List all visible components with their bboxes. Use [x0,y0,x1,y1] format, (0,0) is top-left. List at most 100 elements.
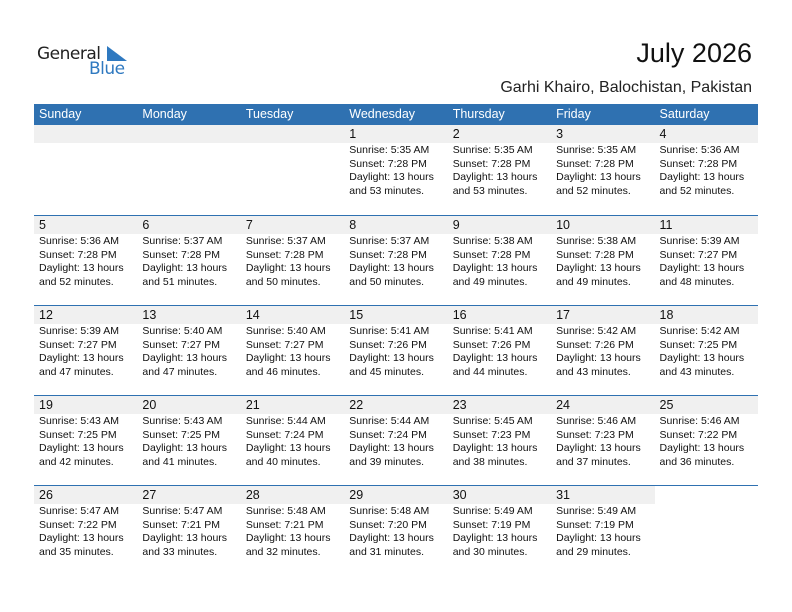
logo-triangle-icon [107,46,127,61]
minutes-text: and 50 minutes. [349,275,424,288]
day-info: Sunrise: 5:49 AM Sunset: 7:19 PM Daylight:… [448,505,551,559]
day-cell: 27 Sunrise: 5:47 AM Sunset: 7:21 PM Dayligh… [137,486,241,575]
sunset-text: Sunset: 7:21 PM [142,518,221,531]
sunset-text: Sunset: 7:28 PM [39,248,117,261]
minutes-text: and 53 minutes. [452,184,528,197]
day-number: 23 [447,396,552,414]
minutes-text: and 52 minutes. [556,184,631,197]
page-title: July 2026 [636,38,752,68]
daylight-text: Daylight: 13 hours [245,352,331,364]
sunrise-text: Sunrise: 5:38 AM [556,235,637,247]
day-cell: 15 Sunrise: 5:41 AM Sunset: 7:26 PM Dayligh… [344,306,448,395]
minutes-text: and 29 minutes. [556,545,631,558]
sunset-text: Sunset: 7:21 PM [245,518,324,531]
day-info: Sunrise: 5:35 AM Sunset: 7:28 PM Daylight:… [448,144,551,198]
minutes-text: and 46 minutes. [245,365,321,378]
sunset-text: Sunset: 7:26 PM [556,338,634,351]
sunrise-text: Sunrise: 5:36 AM [39,235,119,247]
daylight-text: Daylight: 13 hours [452,442,538,454]
day-cell [240,125,345,215]
day-cell: 22 Sunrise: 5:44 AM Sunset: 7:24 PM Dayligh… [344,396,448,485]
minutes-text: and 52 minutes. [659,184,735,197]
sunset-text: Sunset: 7:23 PM [556,428,634,441]
daylight-text: Daylight: 13 hours [39,532,124,544]
daylight-text: Daylight: 13 hours [659,352,745,364]
sunrise-text: Sunrise: 5:39 AM [39,325,119,337]
calendar-grid: Sunday Monday Tuesday Wednesday Thursday Frid… [34,104,758,575]
day-number: 4 [654,125,758,143]
sunset-text: Sunset: 7:28 PM [142,248,221,261]
daylight-text: Daylight: 13 hours [39,262,124,274]
day-info: Sunrise: 5:47 AM Sunset: 7:21 PM Daylight:… [137,505,240,559]
sunrise-text: Sunrise: 5:43 AM [39,415,119,427]
sunset-text: Sunset: 7:27 PM [245,338,324,351]
minutes-text: and 35 minutes. [39,545,114,558]
day-info: Sunrise: 5:35 AM Sunset: 7:28 PM Daylight:… [344,144,447,198]
day-info: Sunrise: 5:43 AM Sunset: 7:25 PM Daylight:… [34,415,137,469]
daylight-text: Daylight: 13 hours [349,532,434,544]
day-number: 15 [344,306,448,324]
sunset-text: Sunset: 7:20 PM [349,518,427,531]
day-cell: 29 Sunrise: 5:48 AM Sunset: 7:20 PM Dayligh… [344,486,448,575]
daylight-text: Daylight: 13 hours [142,532,228,544]
day-info: Sunrise: 5:38 AM Sunset: 7:28 PM Daylight:… [448,235,551,289]
daylight-text: Daylight: 13 hours [659,262,745,274]
day-info: Sunrise: 5:45 AM Sunset: 7:23 PM Daylight:… [448,415,551,469]
sunset-text: Sunset: 7:28 PM [452,248,531,261]
day-number: 7 [240,216,345,234]
day-number: 19 [34,396,138,414]
daylight-text: Daylight: 13 hours [556,352,641,364]
sunrise-text: Sunrise: 5:37 AM [349,235,430,247]
day-info: Sunrise: 5:37 AM Sunset: 7:28 PM Daylight:… [137,235,240,289]
day-cell: 25 Sunrise: 5:46 AM Sunset: 7:22 PM Dayligh… [654,396,758,485]
day-number: 6 [137,216,241,234]
day-number: 21 [240,396,345,414]
sunrise-text: Sunrise: 5:36 AM [659,144,740,156]
minutes-text: and 52 minutes. [39,275,114,288]
minutes-text: and 41 minutes. [142,455,218,468]
minutes-text: and 32 minutes. [245,545,321,558]
day-cell: 5 Sunrise: 5:36 AM Sunset: 7:28 PM Daylight… [34,216,138,305]
day-info: Sunrise: 5:40 AM Sunset: 7:27 PM Daylight:… [137,325,240,379]
sunset-text: Sunset: 7:28 PM [349,248,427,261]
daylight-text: Daylight: 13 hours [349,442,434,454]
day-number: 12 [34,306,138,324]
sunrise-text: Sunrise: 5:43 AM [142,415,223,427]
sunset-text: Sunset: 7:28 PM [349,157,427,170]
sunrise-text: Sunrise: 5:48 AM [349,505,430,517]
day-number: 13 [137,306,241,324]
sunrise-text: Sunrise: 5:47 AM [39,505,119,517]
day-info: Sunrise: 5:40 AM Sunset: 7:27 PM Daylight:… [241,325,344,379]
week-row: 19 Sunrise: 5:43 AM Sunset: 7:25 PM Dayligh… [34,395,758,485]
day-number: 17 [551,306,655,324]
sunrise-text: Sunrise: 5:47 AM [142,505,223,517]
day-info: Sunrise: 5:36 AM Sunset: 7:28 PM Daylight:… [655,144,758,198]
day-number: 1 [344,125,448,143]
minutes-text: and 53 minutes. [349,184,424,197]
week-row: 26 Sunrise: 5:47 AM Sunset: 7:22 PM Dayligh… [34,485,758,575]
sunset-text: Sunset: 7:19 PM [556,518,634,531]
daylight-text: Daylight: 13 hours [452,171,538,183]
sunset-text: Sunset: 7:28 PM [659,157,738,170]
day-number: 2 [447,125,552,143]
weekday-saturday: Saturday [659,107,710,121]
minutes-text: and 49 minutes. [556,275,631,288]
sunrise-text: Sunrise: 5:37 AM [142,235,223,247]
day-info: Sunrise: 5:41 AM Sunset: 7:26 PM Daylight:… [448,325,551,379]
day-cell: 11 Sunrise: 5:39 AM Sunset: 7:27 PM Dayligh… [654,216,758,305]
sunset-text: Sunset: 7:26 PM [349,338,427,351]
day-cell: 3 Sunrise: 5:35 AM Sunset: 7:28 PM Daylight… [551,125,655,215]
sunrise-text: Sunrise: 5:38 AM [452,235,533,247]
minutes-text: and 47 minutes. [142,365,218,378]
daylight-text: Daylight: 13 hours [556,532,641,544]
sunrise-text: Sunrise: 5:49 AM [556,505,637,517]
daylight-text: Daylight: 13 hours [452,262,538,274]
day-number: 3 [551,125,655,143]
day-number: 8 [344,216,448,234]
sunrise-text: Sunrise: 5:39 AM [659,235,740,247]
day-cell: 30 Sunrise: 5:49 AM Sunset: 7:19 PM Dayligh… [447,486,552,575]
day-number: 14 [240,306,345,324]
week-row: 12 Sunrise: 5:39 AM Sunset: 7:27 PM Dayligh… [34,305,758,395]
minutes-text: and 50 minutes. [245,275,321,288]
day-info: Sunrise: 5:46 AM Sunset: 7:23 PM Daylight:… [551,415,654,469]
